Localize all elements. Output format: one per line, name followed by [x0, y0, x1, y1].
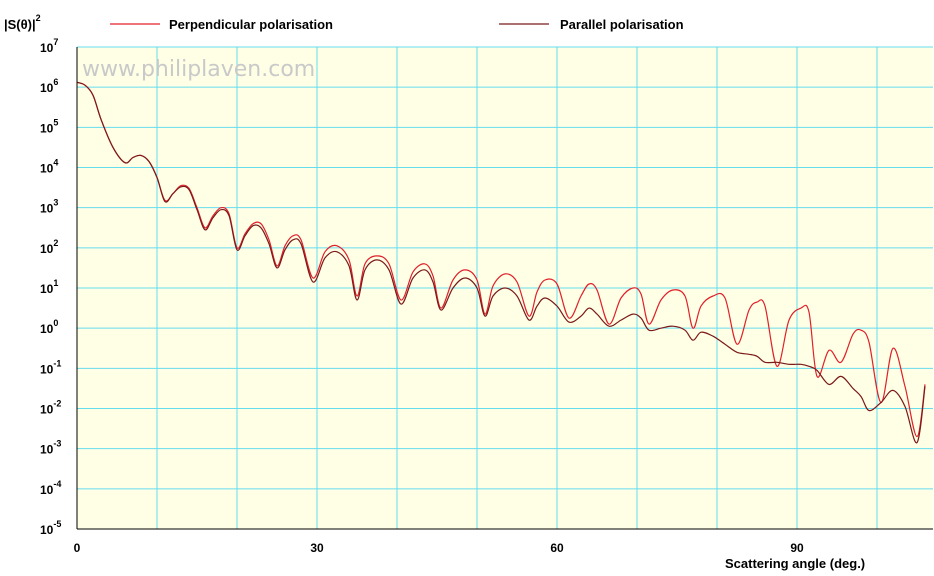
y-axis-label-base: |S(θ)| [4, 17, 36, 32]
series-line-parallel [76, 81, 926, 444]
series-layer [76, 81, 926, 444]
y-tick-labels: 107 106 105 104 103 102 101 100 10-1 10-2 10-3 10-4… [40, 37, 61, 537]
x-tick-label: 90 [790, 541, 804, 555]
y-tick-label: 105 [40, 117, 58, 135]
y-tick-label: 103 [40, 198, 58, 216]
watermark: www.philiplaven.com [82, 57, 315, 82]
legend-label-parallel: Parallel polarisation [560, 17, 684, 32]
y-tick-label: 101 [40, 278, 58, 296]
y-tick-label: 10-1 [40, 358, 61, 376]
x-axis-label: Scattering angle (deg.) [725, 556, 865, 571]
series-line-perpendicular [76, 81, 926, 438]
y-tick-label: 10-3 [40, 439, 61, 457]
x-tick-label: 30 [310, 541, 324, 555]
y-tick-label: 107 [40, 37, 58, 55]
y-tick-label: 10-5 [40, 519, 61, 537]
grid-lines [77, 46, 933, 529]
x-tick-label: 60 [550, 541, 564, 555]
y-tick-label: 100 [40, 318, 58, 336]
y-tick-label: 104 [40, 158, 58, 176]
x-tick-label: 0 [74, 541, 81, 555]
y-tick-label: 106 [40, 77, 58, 95]
legend-label-perpendicular: Perpendicular polarisation [169, 17, 333, 32]
x-tick-labels: 0 30 60 90 [74, 541, 804, 555]
legend: Perpendicular polarisation Parallel pola… [110, 17, 684, 32]
y-tick-label: 10-2 [40, 399, 61, 417]
y-tick-label: 102 [40, 238, 58, 256]
y-axis-label-exp: 2 [36, 13, 41, 23]
y-axis-label: |S(θ)|2 [4, 13, 41, 32]
y-tick-label: 10-4 [40, 479, 61, 497]
